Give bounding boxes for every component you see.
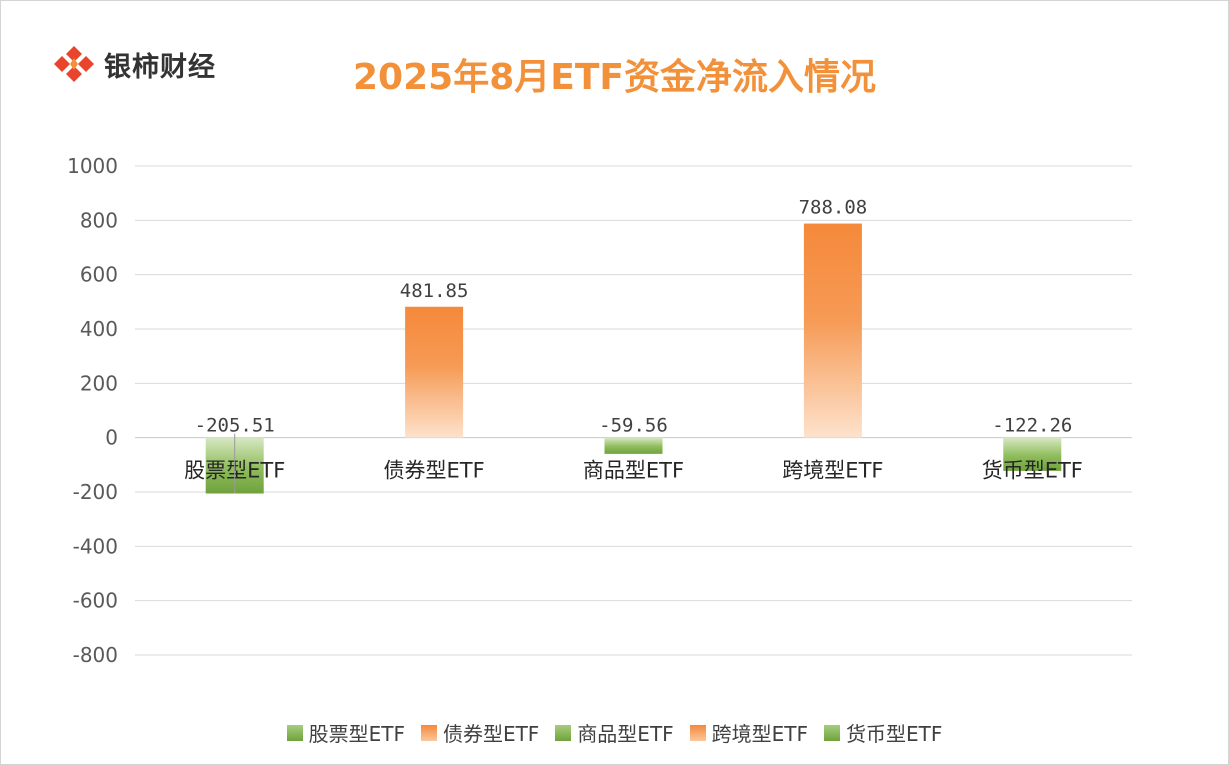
category-label: 跨境型ETF: [782, 459, 883, 483]
y-tick-label: 1000: [67, 154, 118, 178]
legend-label: 跨境型ETF: [711, 722, 809, 746]
brand-logo: 银柿财经: [52, 44, 216, 84]
bars: [205, 223, 1062, 494]
y-tick-label: -400: [73, 534, 118, 558]
legend-label: 股票型ETF: [308, 722, 405, 746]
category-label: 商品型ETF: [583, 459, 684, 483]
y-tick-label: -800: [73, 643, 118, 667]
legend-item: 货币型ETF: [824, 718, 942, 747]
data-label: -59.56: [599, 415, 668, 437]
legend-item: 债券型ETF: [420, 718, 540, 747]
data-label: -122.26: [992, 415, 1072, 437]
bar-5: [1003, 437, 1062, 471]
y-axis-ticks: 1000 800 600 400 200 0 -200 -400 -600 -800: [67, 154, 118, 667]
bar-3: [604, 437, 663, 454]
y-tick-label: 400: [80, 317, 118, 341]
legend-swatch: [286, 724, 303, 741]
legend-label: 债券型ETF: [442, 722, 540, 746]
data-labels: -205.51 481.85 -59.56 788.08 -122.26: [195, 197, 1072, 494]
chart-legend: 股票型ETF 债券型ETF 商品型ETF 跨境型ETF 货币型ETF: [0, 718, 1229, 747]
category-labels: 股票型ETF 债券型ETF 商品型ETF 跨境型ETF 货币型ETF: [184, 459, 1083, 483]
y-tick-label: 600: [80, 263, 118, 287]
brand-logo-icon: [54, 46, 94, 82]
data-label: 481.85: [400, 280, 469, 302]
y-tick-label: -200: [73, 480, 118, 504]
legend-swatch: [555, 724, 572, 741]
chart-title: 2025年8月ETF资金净流入情况: [353, 57, 876, 98]
legend-swatch: [689, 724, 706, 741]
bar-4: [803, 223, 862, 438]
legend-item: 商品型ETF: [555, 718, 674, 747]
legend-label: 商品型ETF: [577, 722, 674, 746]
legend-swatch: [824, 724, 841, 741]
y-tick-label: 800: [80, 208, 118, 232]
legend-item: 跨境型ETF: [689, 718, 809, 747]
data-label: -205.51: [195, 415, 275, 437]
bar-2: [405, 306, 464, 438]
legend-swatch: [420, 724, 437, 741]
legend-label: 货币型ETF: [846, 722, 943, 746]
data-label: 788.08: [799, 197, 868, 219]
brand-name: 银柿财经: [104, 51, 216, 83]
y-tick-label: 200: [80, 371, 118, 395]
y-tick-label: -600: [73, 589, 118, 613]
y-tick-label: 0: [105, 426, 118, 450]
legend-item: 股票型ETF: [286, 718, 405, 747]
category-label: 债券型ETF: [384, 459, 485, 483]
gridlines: [135, 165, 1132, 656]
category-label: 货币型ETF: [982, 459, 1083, 483]
